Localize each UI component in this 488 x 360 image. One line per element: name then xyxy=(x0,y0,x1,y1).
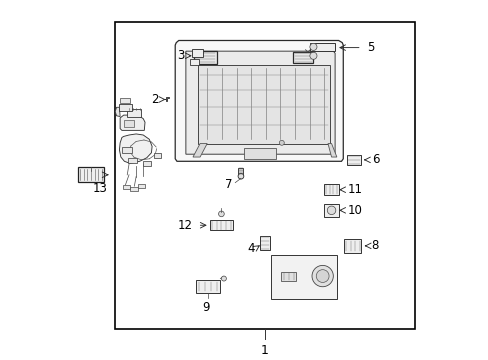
Bar xyxy=(209,220,232,230)
Bar xyxy=(142,161,150,166)
Text: 1: 1 xyxy=(261,343,268,356)
Bar xyxy=(115,22,414,329)
Bar xyxy=(344,239,361,253)
Polygon shape xyxy=(185,51,334,154)
Text: 12: 12 xyxy=(178,219,193,232)
Bar xyxy=(78,167,103,182)
Circle shape xyxy=(311,265,333,287)
Circle shape xyxy=(221,276,226,281)
Bar xyxy=(281,272,296,280)
Polygon shape xyxy=(327,144,336,157)
Circle shape xyxy=(279,140,284,145)
Polygon shape xyxy=(175,40,343,161)
Text: 3: 3 xyxy=(177,49,184,62)
Bar xyxy=(137,184,145,188)
Text: 7: 7 xyxy=(224,177,232,190)
Text: 11: 11 xyxy=(347,183,362,196)
Bar xyxy=(324,204,338,217)
Text: 6: 6 xyxy=(371,153,378,166)
Circle shape xyxy=(326,206,335,215)
Text: 4: 4 xyxy=(246,242,254,255)
Polygon shape xyxy=(198,65,329,144)
Bar xyxy=(120,98,130,103)
Polygon shape xyxy=(193,144,207,157)
Text: 5: 5 xyxy=(366,41,374,54)
Circle shape xyxy=(309,52,316,59)
Text: 10: 10 xyxy=(347,204,362,217)
Bar xyxy=(193,51,217,64)
Circle shape xyxy=(316,270,328,283)
Text: 8: 8 xyxy=(371,239,378,252)
Circle shape xyxy=(218,211,224,217)
Bar xyxy=(271,255,336,299)
Circle shape xyxy=(238,174,244,179)
Bar xyxy=(122,147,132,153)
Polygon shape xyxy=(165,96,169,101)
Bar xyxy=(129,187,137,191)
Text: 9: 9 xyxy=(202,301,209,314)
Bar xyxy=(191,49,203,57)
Bar xyxy=(123,120,134,127)
Bar xyxy=(293,52,312,63)
Polygon shape xyxy=(115,107,120,117)
Text: 2: 2 xyxy=(150,93,158,106)
Bar xyxy=(128,158,137,163)
Polygon shape xyxy=(120,115,145,130)
Bar xyxy=(127,109,141,117)
Bar xyxy=(244,148,276,159)
Polygon shape xyxy=(119,134,152,163)
Bar xyxy=(346,155,360,165)
Bar xyxy=(119,104,132,111)
Text: 13: 13 xyxy=(93,182,108,195)
Bar xyxy=(309,43,335,51)
Bar xyxy=(260,236,269,250)
Bar xyxy=(154,153,161,158)
Bar xyxy=(324,184,338,195)
Bar xyxy=(196,280,220,293)
Bar xyxy=(190,59,199,65)
Circle shape xyxy=(309,43,316,50)
Bar xyxy=(122,185,130,189)
Bar xyxy=(238,168,243,175)
